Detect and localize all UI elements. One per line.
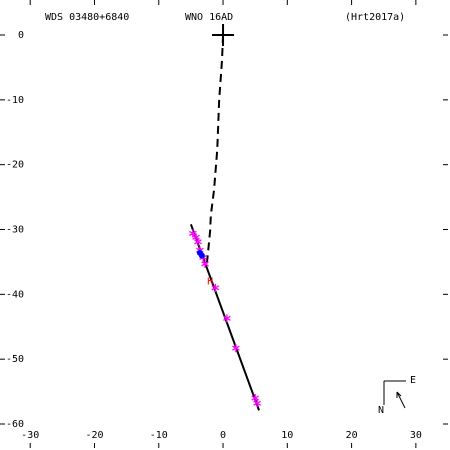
measurement [232, 344, 240, 353]
y-tick-label: -30 [6, 225, 24, 236]
measurement [194, 237, 202, 246]
measurement [211, 283, 220, 292]
chart-title: WDS 03480+6840 [45, 12, 129, 23]
x-tick-label: -20 [85, 430, 103, 441]
y-tick-label: -20 [6, 160, 24, 171]
chart-title: WNO 16AD [185, 12, 233, 23]
compass-east: E [410, 375, 416, 386]
asterisk-stroke [253, 400, 261, 406]
asterisk-stroke [192, 234, 200, 240]
asterisk-stroke [189, 230, 197, 236]
asterisk-stroke [223, 315, 231, 321]
asterisk-stroke [251, 395, 259, 401]
y-tick-label: -40 [6, 289, 24, 300]
x-tick-label: -10 [150, 430, 168, 441]
y-tick-label: 0 [18, 30, 24, 41]
measurement [223, 314, 231, 323]
orbit-line [205, 34, 225, 269]
asterisk-stroke [201, 261, 209, 267]
x-tick-label: -30 [21, 430, 39, 441]
y-tick-label: -10 [6, 95, 24, 106]
x-tick-label: 20 [346, 430, 358, 441]
y-tick-label: -50 [6, 354, 24, 365]
x-tick-label: 30 [410, 430, 422, 441]
measurement-dot [198, 252, 205, 259]
compass-north: N [378, 405, 384, 416]
asterisk-stroke [232, 345, 240, 351]
x-tick-label: 10 [281, 430, 293, 441]
compass [383, 380, 406, 409]
asterisk-stroke [211, 285, 220, 291]
measurement [253, 399, 261, 408]
asterisk-stroke [194, 239, 202, 245]
measurement [201, 259, 209, 268]
y-tick-label: -60 [6, 419, 24, 430]
primary-star [212, 24, 235, 47]
x-tick-label: 0 [220, 430, 226, 441]
measurement-label: H [207, 276, 213, 287]
chart-title: (Hrt2017a) [345, 12, 405, 23]
